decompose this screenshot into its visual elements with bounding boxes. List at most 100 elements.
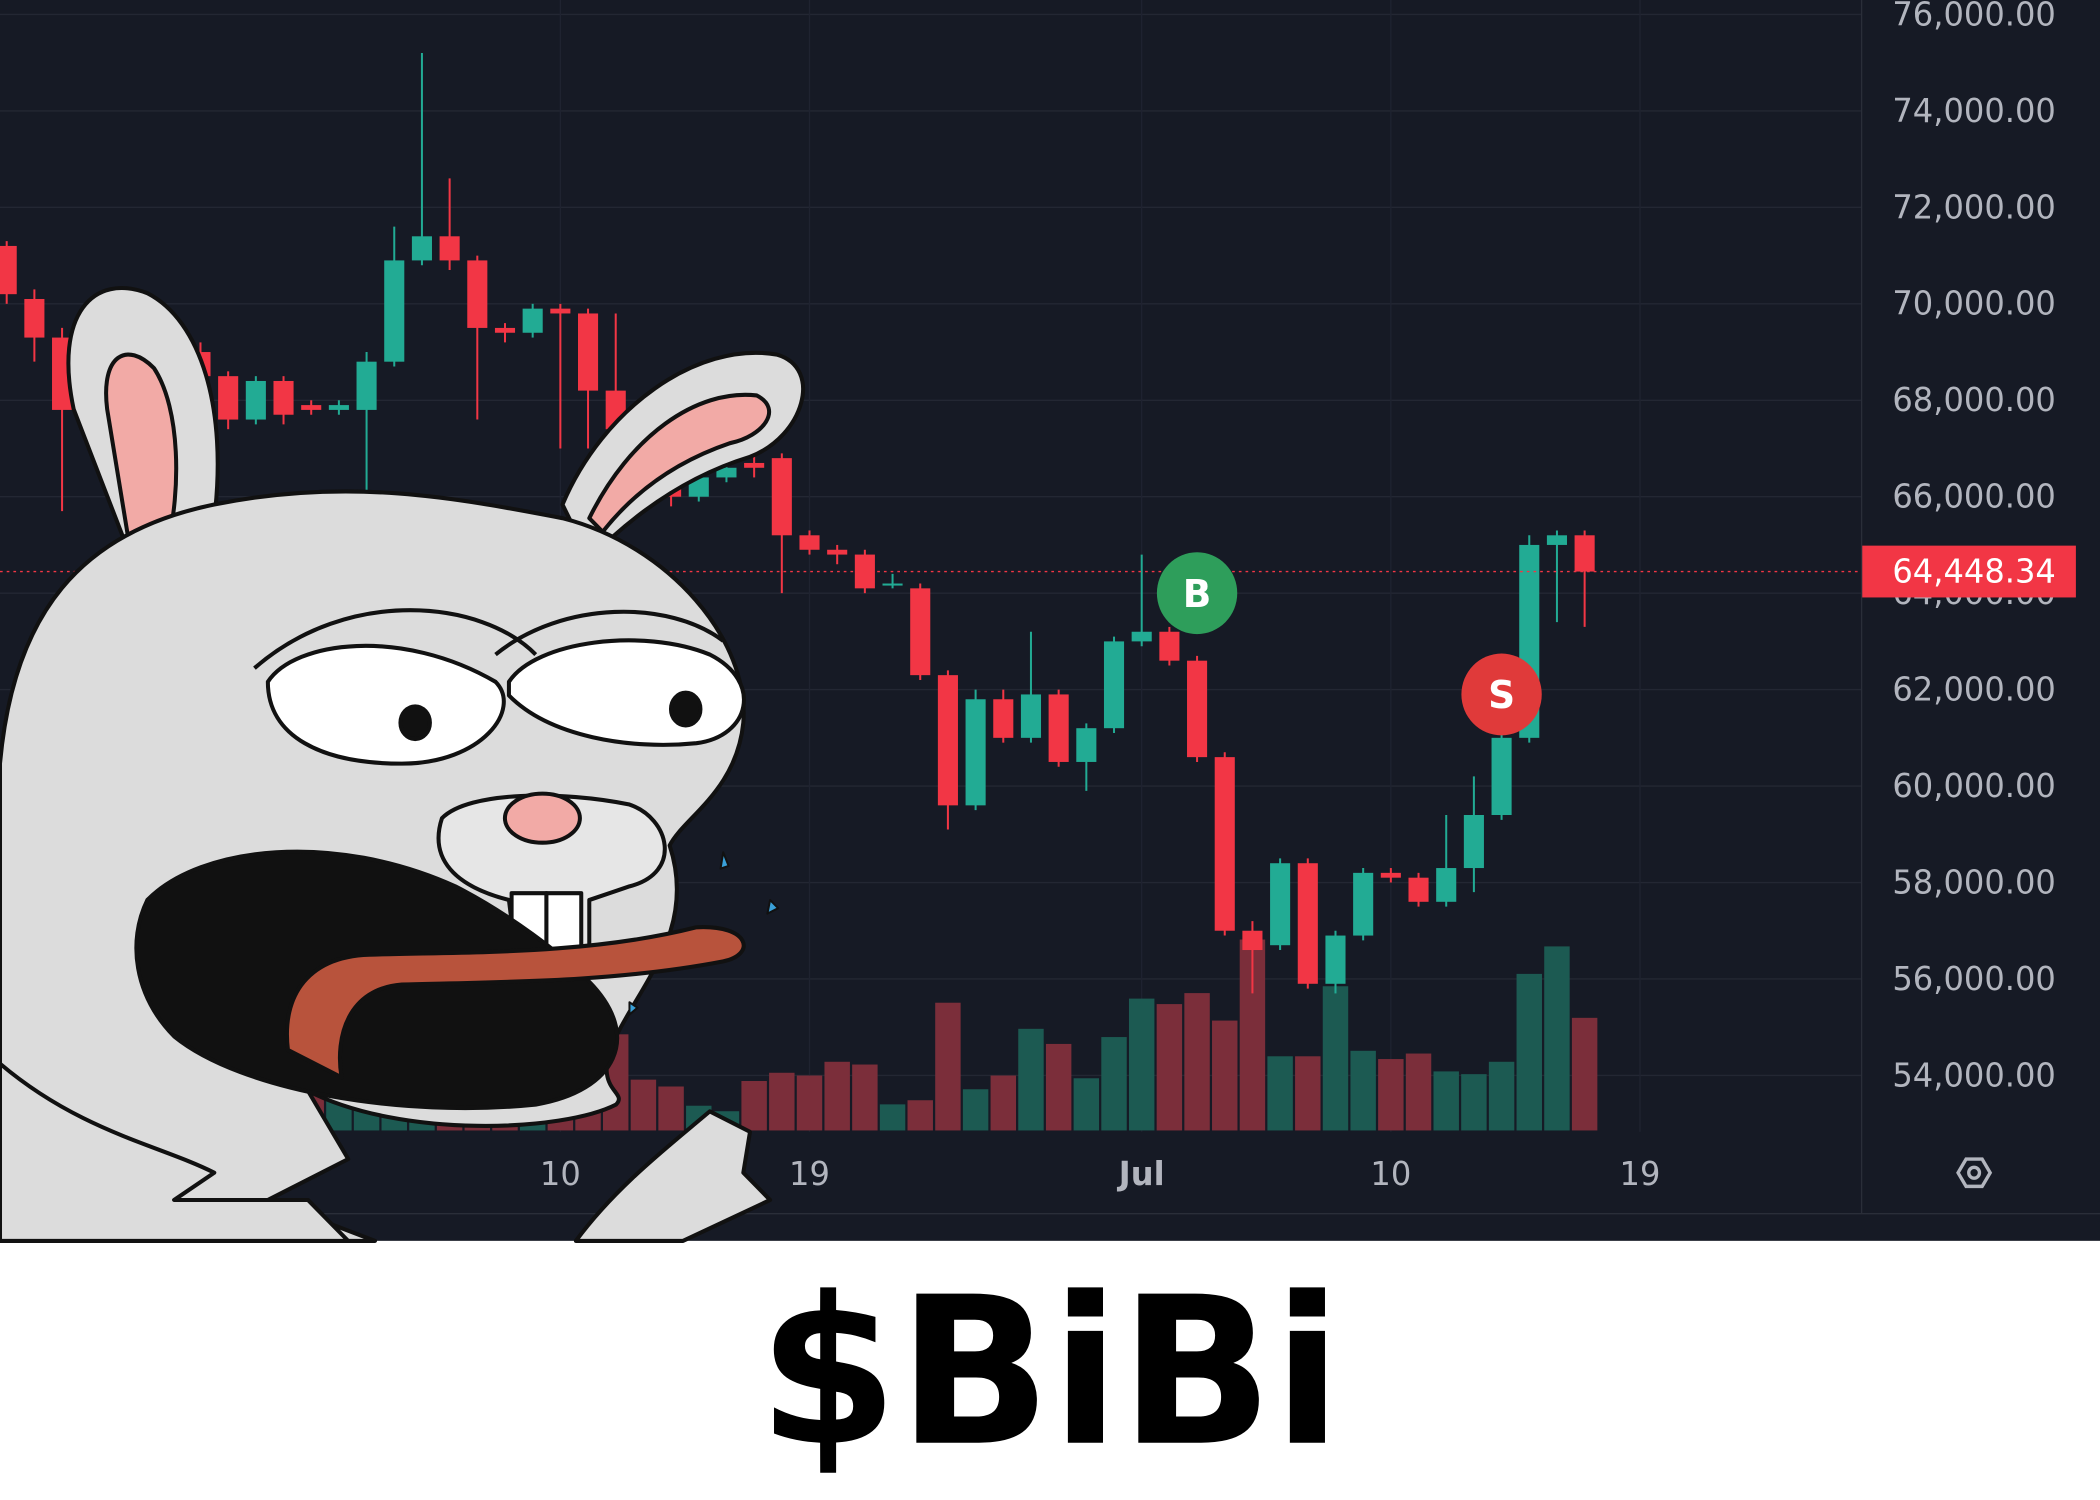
caption-title: $BiBi (758, 1253, 1342, 1491)
last-price-box (1861, 545, 2076, 598)
volume-bar (658, 1086, 684, 1131)
volume-bar (630, 1079, 657, 1131)
y-tick-label: 60,000.00 (1892, 767, 2056, 805)
candle-body (1103, 641, 1125, 729)
candle-body (384, 260, 405, 362)
y-tick-label: 54,000.00 (1892, 1056, 2056, 1094)
rabbit-illustration (0, 286, 805, 1243)
volume-bar (907, 1100, 933, 1131)
trade-marker (1156, 552, 1238, 635)
volume-bar (1488, 1061, 1515, 1131)
volume-bar (1322, 986, 1349, 1131)
candle-body (1546, 535, 1567, 545)
volume-bar (1212, 1020, 1238, 1131)
volume-bar (879, 1104, 906, 1131)
volume-bar (824, 1061, 850, 1131)
x-tick-label: Jul (1117, 1155, 1165, 1193)
volume-bar (1045, 1043, 1072, 1131)
candle-body (799, 535, 820, 550)
volume-bar (1018, 1028, 1044, 1131)
candle-body (411, 236, 432, 261)
candle-body (467, 260, 488, 328)
volume-bar (741, 1081, 767, 1131)
y-tick-label: 56,000.00 (1892, 960, 2056, 998)
volume-bar (1461, 1074, 1487, 1131)
volume-bar (962, 1089, 989, 1131)
y-tick-label: 66,000.00 (1892, 477, 2056, 515)
volume-bar (1073, 1078, 1100, 1131)
y-tick-label: 72,000.00 (1892, 188, 2056, 226)
volume-bar (990, 1075, 1017, 1131)
candle-body (439, 236, 460, 261)
candle-body (771, 458, 792, 536)
volume-bar (1101, 1037, 1127, 1131)
candle-body (245, 380, 266, 420)
candle-body (937, 675, 958, 806)
volume-bar (1378, 1059, 1404, 1131)
y-tick-label: 62,000.00 (1892, 670, 2056, 708)
candle-body (301, 405, 322, 410)
last-price-label: 64,448.34 (1892, 552, 2056, 590)
volume-bar (1405, 1053, 1432, 1131)
trade-marker-label: S (1488, 673, 1515, 717)
candle-body (577, 313, 599, 391)
x-tick-label: 19 (1620, 1155, 1661, 1193)
volume-bar (1184, 993, 1210, 1131)
candle-body (1491, 737, 1512, 815)
candle-body (1436, 868, 1457, 902)
candle-body (24, 298, 45, 338)
candle-body (494, 327, 516, 333)
volume-bar (1350, 1050, 1376, 1131)
volume-bar (796, 1075, 823, 1131)
candle-body (744, 462, 765, 468)
volume-bar (1516, 973, 1542, 1131)
volume-bar (1156, 1004, 1183, 1131)
y-tick-label: 58,000.00 (1892, 863, 2056, 901)
volume-bar (1295, 1056, 1321, 1131)
candle-body (1076, 728, 1097, 762)
candle-body (218, 376, 239, 420)
candle-body (1020, 694, 1042, 738)
candle-body (1408, 877, 1429, 902)
y-tick-label: 74,000.00 (1892, 92, 2056, 130)
candle-body (1463, 814, 1484, 869)
volume-bar (1544, 946, 1570, 1131)
candle-body (993, 699, 1014, 738)
candle-body (1048, 694, 1069, 762)
x-tick-label: 10 (540, 1155, 581, 1193)
candle-body (1242, 930, 1263, 951)
candle-body (0, 245, 17, 295)
trade-marker-label: B (1183, 571, 1212, 615)
volume-bar (852, 1064, 878, 1131)
settings-icon[interactable] (1956, 1157, 1993, 1189)
y-tick-label: 76,000.00 (1892, 0, 2056, 33)
candle-body (273, 380, 294, 415)
candle-body (1270, 863, 1291, 946)
volume-bar (935, 1002, 961, 1131)
candle-body (882, 583, 903, 586)
candle-body (1131, 631, 1152, 642)
candle-body (328, 405, 349, 410)
candle-body (1297, 863, 1318, 984)
candle-body (910, 588, 931, 676)
caption-band (0, 1240, 2100, 1500)
volume-bar (1267, 1056, 1293, 1131)
candle-body (522, 308, 543, 333)
candle-body (1380, 872, 1401, 878)
candle-body (716, 467, 737, 478)
volume-bar (1433, 1071, 1459, 1131)
y-tick-label: 70,000.00 (1892, 284, 2056, 322)
candle-body (965, 699, 986, 806)
x-tick-label: 10 (1370, 1155, 1411, 1193)
candle-body (1325, 935, 1346, 984)
candle-body (1574, 535, 1595, 572)
trade-marker (1461, 653, 1542, 736)
candle-body (550, 308, 571, 314)
candle-body (356, 361, 377, 410)
candle-body (1159, 631, 1180, 661)
x-tick-label: 19 (789, 1155, 830, 1193)
candle-body (1353, 872, 1374, 936)
candle-body (1214, 757, 1235, 931)
